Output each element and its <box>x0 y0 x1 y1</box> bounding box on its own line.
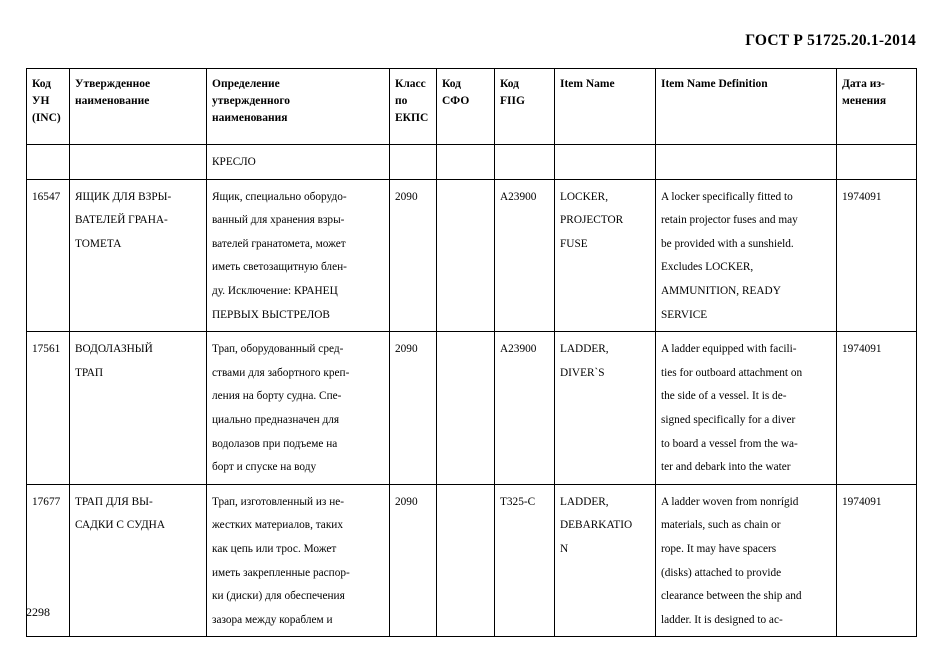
cell-approved-name <box>69 144 207 180</box>
column-header-fiig-code: Код FIIG <box>494 68 555 145</box>
cell-definition: Трап, изготовленный из не- жестких матер… <box>206 483 390 638</box>
cell-inc: 17677 <box>26 483 70 638</box>
cell-item-name-definition: A ladder woven from nonrígid materials, … <box>655 483 837 638</box>
cell-change-date: 1974091 <box>836 331 917 485</box>
column-header-item-name: Item Name <box>554 68 656 145</box>
page-number: 2298 <box>26 605 50 619</box>
cell-approved-name: ВОДОЛАЗНЫЙ ТРАП <box>69 331 207 485</box>
column-header-change-date: Дата из- менения <box>836 68 917 145</box>
column-header-ekps-class: Класс по ЕКПС <box>389 68 437 145</box>
cell-fiig-code: A23900 <box>494 178 555 333</box>
column-header-inc: Код УН (INC) <box>26 68 70 145</box>
cell-definition: КРЕСЛО <box>206 144 390 180</box>
cell-sfo-code <box>436 483 495 638</box>
column-header-sfo-code: Код СФО <box>436 68 495 145</box>
table-header-row: Код УН (INC) Утвержденное наименование О… <box>26 68 917 145</box>
cell-inc <box>26 144 70 180</box>
cell-item-name-definition: A ladder equipped with facili- ties for … <box>655 331 837 485</box>
cell-item-name: LOCKER, PROJECTOR FUSE <box>554 178 656 333</box>
cell-ekps-class <box>389 144 437 180</box>
column-header-approved-name: Утвержденное наименование <box>69 68 207 145</box>
cell-approved-name: ЯЩИК ДЛЯ ВЗРЫ- ВАТЕЛЕЙ ГРАНА- ТОМЕТА <box>69 178 207 333</box>
table-row: 16547 ЯЩИК ДЛЯ ВЗРЫ- ВАТЕЛЕЙ ГРАНА- ТОМЕ… <box>26 178 917 333</box>
cell-change-date: 1974091 <box>836 178 917 333</box>
item-catalog-table: Код УН (INC) Утвержденное наименование О… <box>26 68 917 638</box>
cell-definition: Трап, оборудованный сред- ствами для заб… <box>206 331 390 485</box>
cell-fiig-code <box>494 144 555 180</box>
cell-item-name-definition: A locker specifically fitted to retain p… <box>655 178 837 333</box>
cell-definition: Ящик, специально оборудо- ванный для хра… <box>206 178 390 333</box>
cell-ekps-class: 2090 <box>389 331 437 485</box>
cell-item-name: LADDER, DEBARKATIO N <box>554 483 656 638</box>
cell-item-name-definition <box>655 144 837 180</box>
table-row-continued: КРЕСЛО <box>26 144 917 180</box>
cell-ekps-class: 2090 <box>389 178 437 333</box>
table-row: 17561 ВОДОЛАЗНЫЙ ТРАП Трап, оборудованны… <box>26 331 917 485</box>
column-header-item-name-definition: Item Name Definition <box>655 68 837 145</box>
cell-item-name: LADDER, DIVER`S <box>554 331 656 485</box>
cell-change-date <box>836 144 917 180</box>
cell-approved-name: ТРАП ДЛЯ ВЫ- САДКИ С СУДНА <box>69 483 207 638</box>
cell-item-name <box>554 144 656 180</box>
cell-ekps-class: 2090 <box>389 483 437 638</box>
column-header-definition: Определение утвержденного наименования <box>206 68 390 145</box>
cell-fiig-code: T325-C <box>494 483 555 638</box>
cell-inc: 17561 <box>26 331 70 485</box>
cell-fiig-code: A23900 <box>494 331 555 485</box>
cell-sfo-code <box>436 178 495 333</box>
cell-inc: 16547 <box>26 178 70 333</box>
table-row: 17677 ТРАП ДЛЯ ВЫ- САДКИ С СУДНА Трап, и… <box>26 483 917 638</box>
cell-sfo-code <box>436 331 495 485</box>
cell-change-date: 1974091 <box>836 483 917 638</box>
cell-sfo-code <box>436 144 495 180</box>
standard-header: ГОСТ Р 51725.20.1-2014 <box>745 32 916 49</box>
